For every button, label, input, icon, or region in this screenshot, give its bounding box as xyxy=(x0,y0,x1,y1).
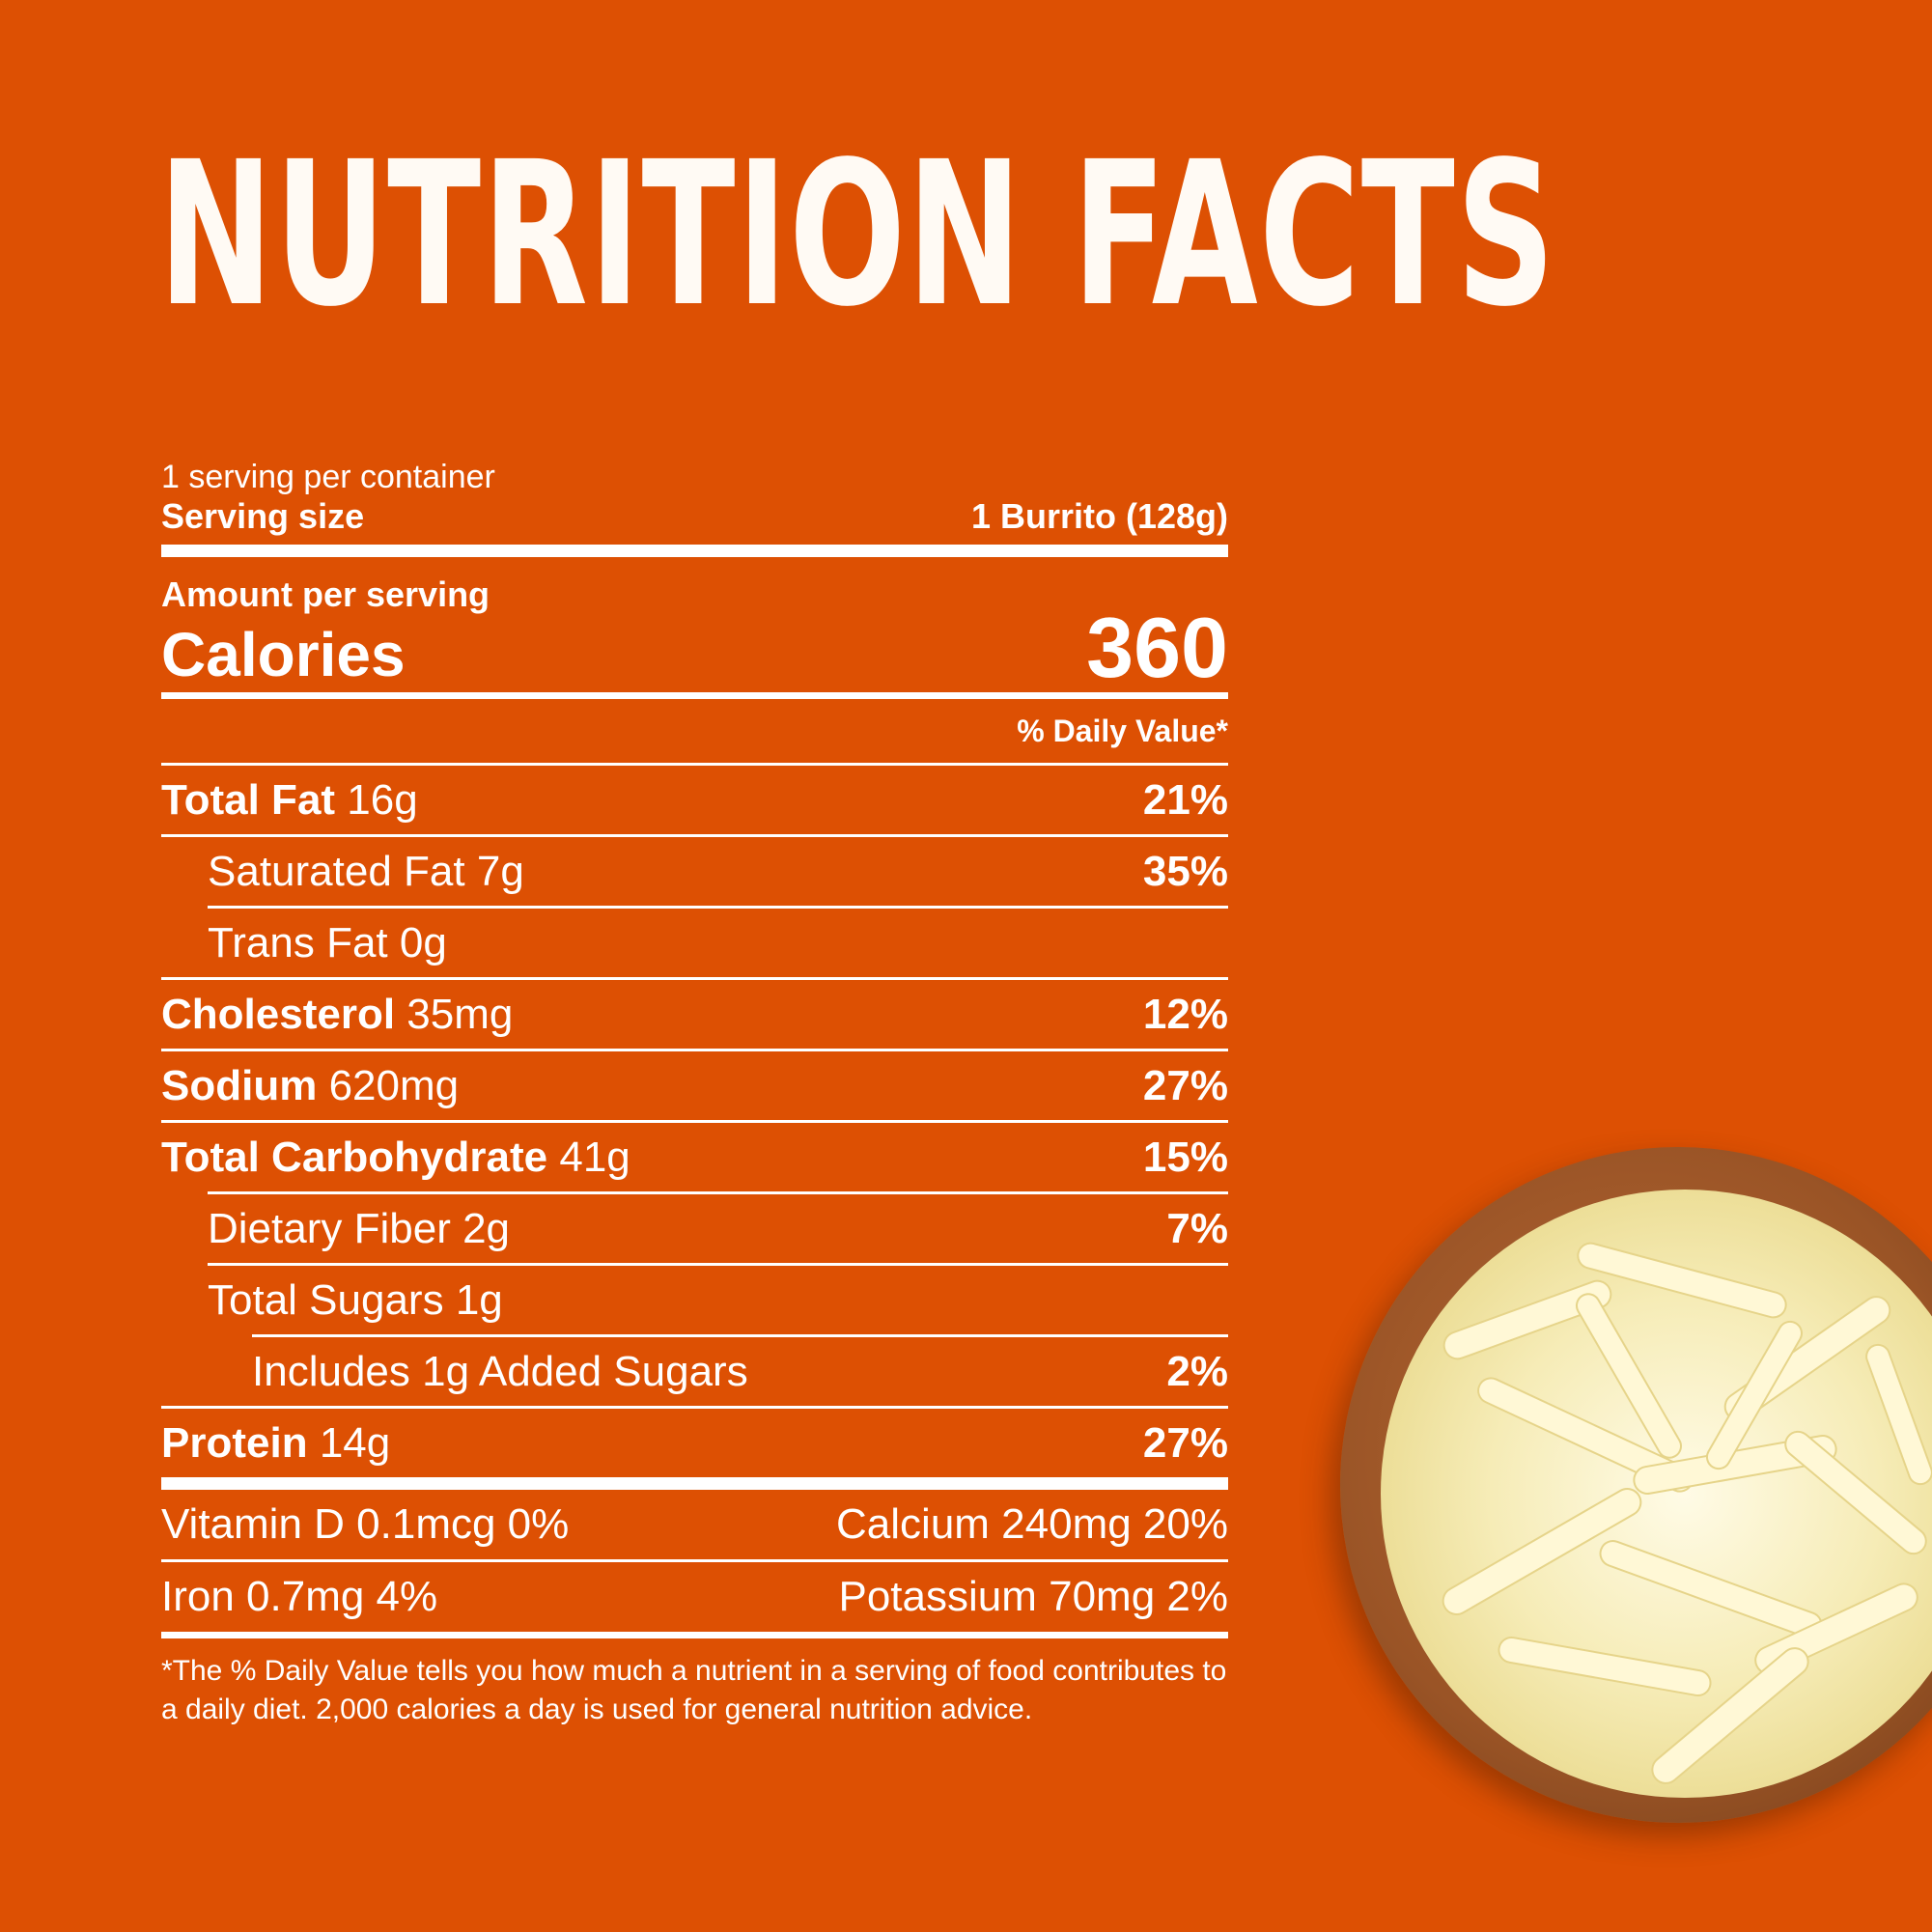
footnote: *The % Daily Value tells you how much a … xyxy=(161,1655,1227,1725)
divider-medium xyxy=(161,1632,1228,1638)
cheese-shred xyxy=(1595,1536,1827,1642)
nutrient-dv: 2% xyxy=(1166,1347,1228,1395)
cheese-shred xyxy=(1574,1239,1790,1322)
divider xyxy=(208,1191,1228,1194)
vitamin-row: Iron 0.7mg 4% Potassium 70mg 2% xyxy=(161,1562,1228,1632)
divider xyxy=(208,906,1228,909)
divider xyxy=(161,763,1228,766)
nutrient-name: Dietary Fiber xyxy=(208,1204,451,1252)
divider-medium xyxy=(161,692,1228,699)
nutrient-dv: 27% xyxy=(1142,1418,1228,1467)
calories-row: Calories 360 xyxy=(161,605,1228,692)
nutrient-row-trans-fat: Trans Fat 0g xyxy=(161,909,1228,977)
nutrient-name: Includes 1g Added Sugars xyxy=(252,1347,748,1395)
nutrient-row-cholesterol: Cholesterol 35mg 12% xyxy=(161,980,1228,1049)
serving-size-value: 1 Burrito (128g) xyxy=(970,496,1228,536)
nutrient-name: Sodium xyxy=(161,1061,318,1109)
nutrient-name: Saturated Fat xyxy=(208,847,465,895)
divider xyxy=(161,1406,1228,1409)
cheese-shred xyxy=(1496,1634,1714,1699)
page-title: NUTRITION FACTS xyxy=(158,119,1556,350)
nutrient-amount: 16g xyxy=(347,775,418,824)
nutrient-dv: 21% xyxy=(1142,775,1228,824)
amount-per-serving: Amount per serving xyxy=(161,574,490,614)
vitamin-left: Iron 0.7mg 4% xyxy=(161,1573,438,1620)
nutrient-amount: 14g xyxy=(319,1418,391,1467)
nutrient-dv: 15% xyxy=(1142,1133,1228,1181)
divider xyxy=(252,1334,1228,1337)
nutrient-name: Cholesterol xyxy=(161,990,396,1038)
nutrient-name: Trans Fat xyxy=(208,918,388,966)
nutrient-row-saturated-fat: Saturated Fat 7g 35% xyxy=(161,837,1228,906)
divider xyxy=(161,834,1228,837)
divider xyxy=(161,977,1228,980)
nutrient-row-protein: Protein 14g 27% xyxy=(161,1409,1228,1477)
vitamin-row: Vitamin D 0.1mcg 0% Calcium 240mg 20% xyxy=(161,1490,1228,1559)
nutrient-name: Total Sugars xyxy=(208,1275,444,1324)
divider xyxy=(161,1120,1228,1123)
serving-size-row: Serving size 1 Burrito (128g) xyxy=(161,496,1228,545)
divider-thick xyxy=(161,1477,1228,1490)
nutrient-row-total-carbohydrate: Total Carbohydrate 41g 15% xyxy=(161,1123,1228,1191)
nutrient-name: Total Fat xyxy=(161,775,336,824)
nutrient-amount: 35mg xyxy=(406,990,514,1038)
nutrient-name: Total Carbohydrate xyxy=(161,1133,548,1181)
nutrient-row-added-sugars: Includes 1g Added Sugars 2% xyxy=(161,1337,1228,1406)
nutrient-amount: 7g xyxy=(476,847,524,895)
nutrient-row-sodium: Sodium 620mg 27% xyxy=(161,1051,1228,1120)
vitamin-left: Vitamin D 0.1mcg 0% xyxy=(161,1500,570,1548)
serving-size-label: Serving size xyxy=(161,496,365,536)
divider xyxy=(161,1559,1228,1562)
divider xyxy=(208,1263,1228,1266)
nutrient-amount: 0g xyxy=(399,918,447,966)
vitamin-right: Calcium 240mg 20% xyxy=(836,1500,1228,1548)
nutrient-amount: 1g xyxy=(455,1275,503,1324)
divider xyxy=(161,1049,1228,1051)
daily-value-header: % Daily Value* xyxy=(1017,713,1228,748)
nutrient-amount: 620mg xyxy=(328,1061,460,1109)
nutrition-facts-panel: 1 serving per container Serving size 1 B… xyxy=(161,456,1228,1729)
nutrient-dv: 12% xyxy=(1142,990,1228,1038)
nutrient-name: Protein xyxy=(161,1418,308,1467)
calories-label: Calories xyxy=(161,620,406,689)
nutrient-dv: 27% xyxy=(1142,1061,1228,1109)
servings-per-container: 1 serving per container xyxy=(161,459,495,495)
nutrient-amount: 41g xyxy=(559,1133,630,1181)
cheese-shred xyxy=(1862,1340,1932,1489)
nutrient-dv: 7% xyxy=(1166,1204,1228,1252)
divider-thick xyxy=(161,545,1228,557)
vitamin-right: Potassium 70mg 2% xyxy=(838,1573,1228,1620)
nutrient-row-dietary-fiber: Dietary Fiber 2g 7% xyxy=(161,1194,1228,1263)
nutrient-row-total-fat: Total Fat 16g 21% xyxy=(161,766,1228,834)
nutrient-amount: 2g xyxy=(462,1204,511,1252)
calories-value: 360 xyxy=(1086,600,1228,695)
nutrient-row-total-sugars: Total Sugars 1g xyxy=(161,1266,1228,1334)
shredded-cheese xyxy=(1381,1190,1932,1798)
nutrient-dv: 35% xyxy=(1142,847,1228,895)
